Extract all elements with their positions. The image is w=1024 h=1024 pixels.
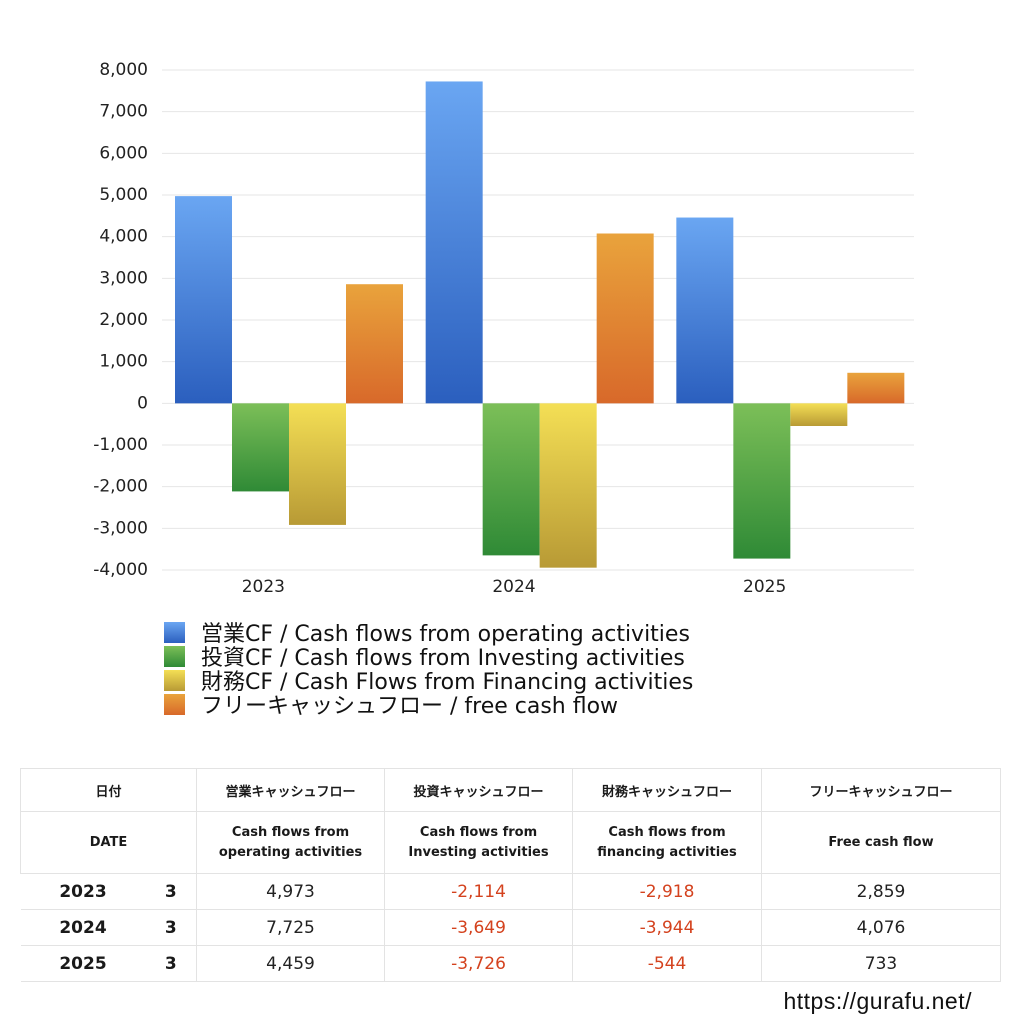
header-financing-en-line2: financing activities [597,844,737,860]
legend-label-operating: 営業CF / Cash flows from operating activit… [201,622,690,647]
x-tick-label: 2023 [242,577,285,597]
cash-flow-table: 日付 営業キャッシュフロー 投資キャッシュフロー 財務キャッシュフロー フリーキ… [19,768,1002,982]
y-axis-ticks: 8,000 7,000 6,000 5,000 4,000 3,000 2,000 1,000… [93,60,148,580]
bar-operating-2025[interactable] [676,217,734,404]
y-tick-label: -2,000 [93,477,148,497]
header-investing-en-line2: Investing activities [408,844,549,860]
y-tick-label: 5,000 [99,185,148,205]
row-free: 2,859 [761,873,1002,910]
row-operating: 4,459 [196,945,386,982]
legend-swatch-free [164,693,185,715]
y-tick-label: 1,000 [99,352,148,372]
bar-financing-2024[interactable] [539,403,597,568]
legend-swatch-investing [164,645,185,667]
row-month: 3 [145,945,198,982]
bar-investing-2024[interactable] [482,403,540,556]
row-free: 733 [761,945,1002,982]
row-operating: 4,973 [196,873,386,910]
bar-investing-2023[interactable] [232,403,289,492]
row-financing: -3,944 [572,909,763,946]
y-tick-label: -1,000 [93,435,148,455]
site-url-link[interactable]: https://gurafu.net/ [783,988,972,1014]
header-operating-ja: 営業キャッシュフロー [196,768,386,812]
row-operating: 7,725 [196,909,386,946]
row-year: 2025 [20,945,146,982]
y-tick-label: -4,000 [93,560,148,580]
table-header-ja: 日付 営業キャッシュフロー 投資キャッシュフロー 財務キャッシュフロー フリーキ… [19,768,1002,812]
header-date-ja: 日付 [19,768,198,812]
y-tick-label: 4,000 [99,227,148,247]
y-tick-label: 6,000 [99,143,148,163]
x-tick-label: 2025 [743,577,786,597]
bar-free-2025[interactable] [847,372,905,404]
bar-financing-2025[interactable] [790,403,848,426]
table-row: 2023 3 4,973 -2,114 -2,918 2,859 [20,873,1002,910]
header-investing-en-line1: Cash flows from [419,824,538,840]
cash-flow-bar-chart: 8,000 7,000 6,000 5,000 4,000 3,000 2,000 1,000… [93,60,914,597]
table-header-en: DATE Cash flows from operating activitie… [19,811,1002,874]
y-tick-label: 2,000 [99,310,148,330]
header-investing-ja: 投資キャッシュフロー [384,768,574,812]
y-tick-label: 3,000 [99,268,148,288]
bar-operating-2023[interactable] [175,196,232,404]
bars [175,81,905,568]
x-tick-label: 2024 [492,577,535,597]
legend-label-financing: 財務CF / Cash Flows from Financing activit… [201,670,694,695]
legend-label-investing: 投資CF / Cash flows from Investing activit… [201,646,685,671]
header-investing-en: Cash flows from Investing activities [384,811,574,874]
legend-label-free: フリーキャッシュフロー / free cash flow [201,694,619,719]
row-financing: -2,918 [572,873,763,910]
bar-free-2024[interactable] [596,233,654,404]
legend-item-free[interactable]: フリーキャッシュフロー / free cash flow [164,692,804,719]
row-investing: -3,726 [384,945,574,982]
row-financing: -544 [572,945,763,982]
row-year: 2024 [20,909,146,946]
row-month: 3 [145,873,198,910]
bar-free-2023[interactable] [346,284,403,404]
header-operating-en-line1: Cash flows from [231,824,350,840]
row-free: 4,076 [761,909,1002,946]
x-axis-ticks: 2023 2024 2025 [242,577,787,597]
bar-investing-2025[interactable] [733,403,791,559]
legend-swatch-financing [164,669,185,691]
chart-legend: 営業CF / Cash flows from operating activit… [164,620,804,719]
bar-operating-2024[interactable] [425,81,483,404]
header-financing-en-line1: Cash flows from [608,824,726,840]
row-investing: -3,649 [384,909,574,946]
header-operating-en-line2: operating activities [218,844,363,860]
legend-item-operating[interactable]: 営業CF / Cash flows from operating activit… [164,620,804,647]
header-operating-en: Cash flows from operating activities [196,811,386,874]
row-month: 3 [145,909,198,946]
table-row: 2024 3 7,725 -3,649 -3,944 4,076 [20,909,1002,946]
row-investing: -2,114 [384,873,574,910]
header-free-ja: フリーキャッシュフロー [761,768,1002,812]
legend-item-financing[interactable]: 財務CF / Cash Flows from Financing activit… [164,668,804,695]
header-financing-ja: 財務キャッシュフロー [572,768,763,812]
y-tick-label: 8,000 [99,60,148,80]
legend-swatch-operating [164,621,185,643]
legend-item-investing[interactable]: 投資CF / Cash flows from Investing activit… [164,644,804,671]
y-tick-label: 7,000 [99,102,148,122]
header-free-en: Free cash flow [761,811,1002,874]
bar-financing-2023[interactable] [289,403,346,525]
row-year: 2023 [20,873,146,910]
table-row: 2025 3 4,459 -3,726 -544 733 [20,945,1002,982]
y-tick-label: 0 [137,393,148,413]
header-date-en: DATE [19,811,198,874]
header-financing-en: Cash flows from financing activities [572,811,763,874]
y-tick-label: -3,000 [93,518,148,538]
